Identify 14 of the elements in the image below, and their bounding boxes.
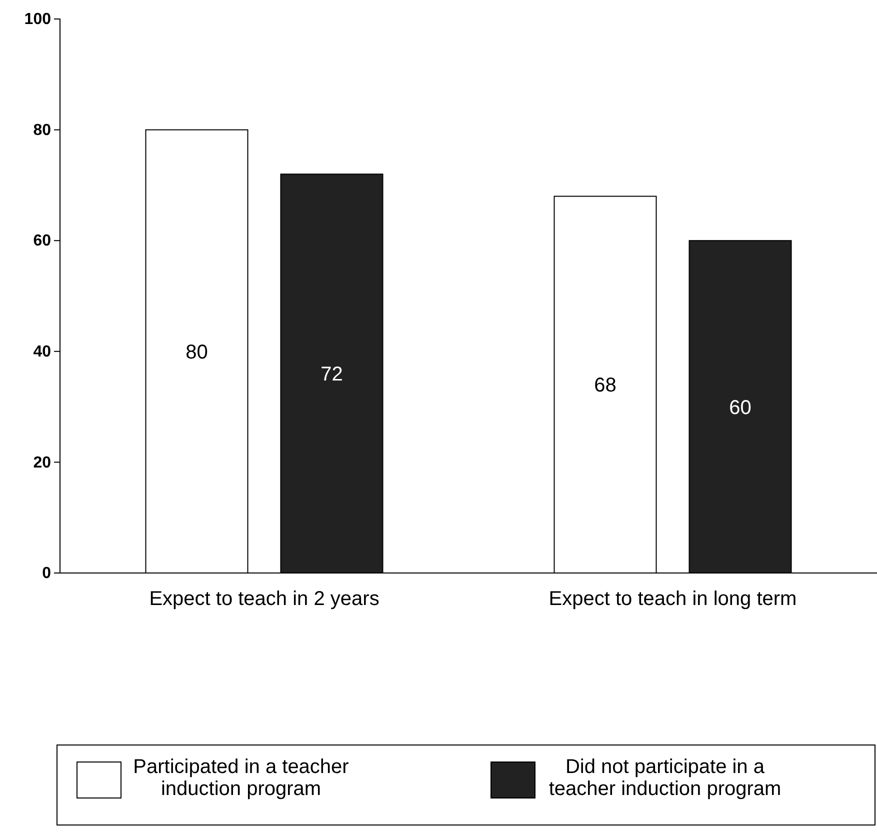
- y-tick-label: 40: [33, 344, 52, 361]
- y-tick-label: 20: [33, 454, 52, 472]
- data-label: 80: [186, 341, 208, 364]
- y-tick-label: 60: [33, 232, 52, 250]
- y-tick-label: 0: [42, 565, 52, 582]
- legend-label: Participated in a teacher induction program: [133, 756, 350, 800]
- y-tick-label: 80: [33, 122, 52, 139]
- data-label: 68: [594, 374, 616, 397]
- data-label: 72: [320, 364, 343, 386]
- y-tick-label: 100: [24, 11, 52, 28]
- legend-label: Did not participate in a teacher induction program: [548, 756, 782, 800]
- data-label: 60: [729, 396, 752, 419]
- x-tick-label: Expect to teach in long term: [548, 588, 797, 610]
- x-tick-label: Expect to teach in 2 years: [149, 588, 380, 610]
